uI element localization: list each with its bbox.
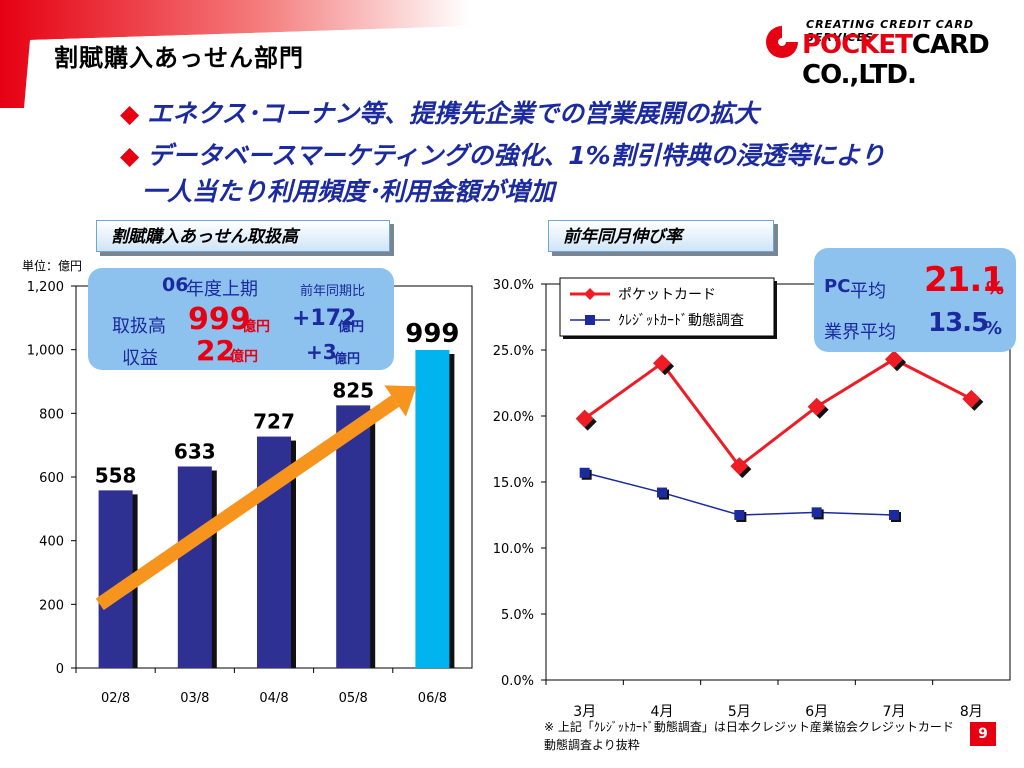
bar-06/8: [415, 349, 450, 668]
legend-label: ポケットカード: [618, 287, 716, 303]
volume-value: 999: [188, 302, 251, 337]
bullet-2-line2: 一人当たり利用頻度･利用金額が増加: [142, 177, 555, 206]
x-tick-label: 8月: [960, 704, 983, 720]
x-tick-label: 04/8: [259, 691, 288, 706]
volume-summary-box: 06 年度上期 前年同期比 取扱高 999 億円 +172 億円 収益 22 億…: [88, 268, 394, 370]
trend-arrow-shaft: [95, 395, 400, 611]
logo-tagline: CREATING CREDIT CARD SERVICES: [806, 18, 974, 44]
volume-bar-chart: 単位：億円 0 200 400 600 800 1,000 1,200 558 02/8 633 03…: [22, 258, 473, 706]
unit-label: 単位：億円: [22, 258, 82, 273]
y-tick-label: 200: [39, 598, 64, 613]
volume-label: 取扱高: [112, 316, 166, 337]
revenue-value: 22: [196, 334, 235, 367]
bar-value-label: 825: [332, 378, 374, 402]
series-point: [653, 354, 671, 373]
series-point: [734, 510, 745, 520]
bullet-expansion: ◆ エネクス･コーナン等、提携先企業での営業展開の拡大: [120, 94, 759, 130]
series-point: [579, 467, 590, 478]
x-tick-label: 05/8: [339, 691, 368, 706]
growth-line-chart: 0.0% 5.0% 10.0% 15.0% 20.0% 25.0% 30.0% 3月 4月 5月 6…: [493, 277, 1011, 720]
bar-value-label: 727: [253, 410, 295, 434]
bullet-marketing: ◆ データベースマーケティングの強化、1%割引特典の浸透等により 一人当たり利用頻…: [120, 138, 885, 210]
company-logo-text: POCKETCARD CO.,LTD.: [802, 30, 1024, 90]
y-tick-label: 800: [39, 407, 64, 422]
yoy-label: 前年同期比: [300, 284, 366, 299]
y-tick-label: 25.0%: [493, 344, 534, 359]
x-tick-label: 03/8: [180, 691, 209, 706]
x-tick-label: 02/8: [101, 691, 130, 706]
legend-label: ｸﾚｼﾞｯﾄｶｰﾄﾞ動態調査: [618, 313, 744, 329]
volume-chart-tag: 割賦購入あっせん取扱高: [96, 220, 390, 252]
series-point: [885, 350, 903, 369]
y-tick-label: 0.0%: [501, 674, 534, 689]
bullet-2-line1: データベースマーケティングの強化、1%割引特典の浸透等により: [147, 141, 886, 170]
y-tick-label: 1,200: [27, 280, 64, 295]
legend-marker: [585, 315, 595, 325]
x-tick-label: 06/8: [418, 691, 447, 706]
trend-arrow-head: [384, 385, 417, 417]
y-tick-label: 600: [39, 471, 64, 486]
pc-average-label: 平均: [850, 281, 886, 302]
series-point: [889, 510, 899, 520]
pc-average-value: 21.1: [924, 260, 1005, 300]
series-line-1: [583, 357, 973, 469]
volume-unit: 億円: [242, 319, 270, 335]
page-title: 割賦購入あっせん部門: [54, 44, 304, 72]
footnote: ※ 上記「ｸﾚｼﾞｯﾄｶｰﾄﾞ動態調査」は日本クレジット産業協会クレジットカード…: [544, 718, 954, 754]
period-label: 年度上期: [186, 279, 258, 300]
y-tick-label: 1,000: [27, 344, 64, 359]
footnote-line2: 動態調査より抜粋: [544, 738, 640, 752]
series-point: [657, 487, 667, 498]
y-tick-label: 30.0%: [493, 278, 534, 293]
bar-value-label: 558: [95, 463, 137, 487]
x-tick-label: 3月: [573, 704, 596, 720]
volume-yoy-unit: 億円: [338, 320, 365, 335]
y-tick-label: 10.0%: [493, 542, 534, 557]
diamond-bullet-icon: ◆: [120, 99, 140, 128]
revenue-label: 収益: [122, 348, 158, 369]
industry-average-value: 13.5: [928, 308, 989, 338]
series-point: [575, 409, 594, 428]
bullet-1-text: エネクス･コーナン等、提携先企業での営業展開の拡大: [147, 99, 759, 128]
growth-chart-tag: 前年同月伸び率: [548, 220, 774, 252]
y-tick-label: 15.0%: [493, 476, 534, 491]
x-tick-label: 5月: [728, 704, 751, 720]
pc-average-unit: %: [986, 278, 1005, 299]
y-tick-label: 0: [56, 662, 64, 677]
legend-marker: [584, 288, 596, 300]
x-tick-label: 6月: [805, 704, 828, 720]
revenue-unit: 億円: [230, 349, 258, 365]
industry-average-label: 業界平均: [824, 322, 896, 343]
revenue-yoy-value: +3: [306, 340, 337, 364]
industry-average-unit: %: [984, 318, 1003, 339]
y-tick-label: 400: [39, 535, 64, 550]
legend-box: [559, 277, 775, 337]
x-tick-label: 7月: [883, 704, 906, 720]
period-prefix: 06: [162, 274, 189, 296]
bar-value-label: 633: [174, 439, 216, 463]
x-tick-label: 4月: [651, 704, 674, 720]
page-number: 9: [970, 722, 996, 746]
logo-brand-red: POCKET: [802, 30, 913, 60]
logo-brand-black: CARD CO.,LTD.: [802, 30, 990, 90]
series-point: [811, 507, 822, 518]
series-line-2: [584, 472, 895, 516]
y-tick-label: 20.0%: [493, 410, 534, 425]
footnote-line1: ※ 上記「ｸﾚｼﾞｯﾄｶｰﾄﾞ動態調査」は日本クレジット産業協会クレジットカード: [544, 720, 954, 734]
revenue-yoy-unit: 億円: [334, 352, 361, 367]
pocketcard-logo-icon: [766, 26, 798, 58]
diamond-bullet-icon: ◆: [120, 141, 140, 170]
bar-05/8: [336, 405, 371, 668]
average-summary-box: PC 平均 21.1 % 業界平均 13.5 %: [814, 248, 1016, 352]
bar-03/8: [177, 466, 212, 668]
header-decoration: [0, 0, 470, 108]
series-point: [807, 397, 826, 416]
volume-yoy-value: +172: [292, 306, 357, 331]
pc-prefix: PC: [824, 276, 851, 297]
series-point: [962, 389, 981, 408]
bar-value-label: 999: [405, 319, 459, 349]
y-tick-label: 5.0%: [501, 608, 534, 623]
